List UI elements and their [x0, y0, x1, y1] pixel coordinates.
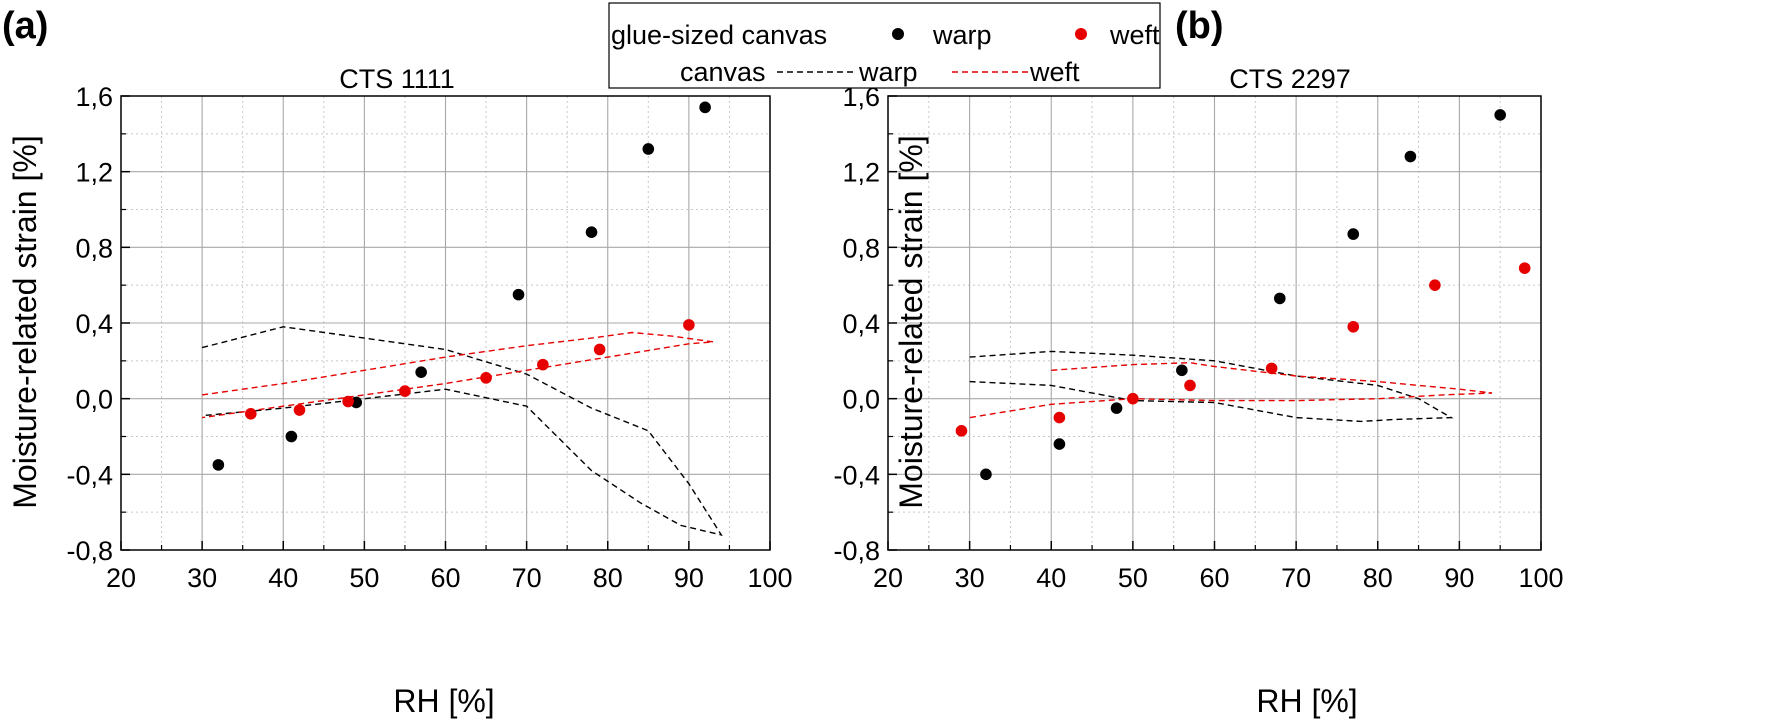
legend-weft-dot [1075, 28, 1087, 40]
panel-b-y-tick-label: 0,0 [842, 385, 880, 415]
panel-b-canvas-warp-line [969, 350, 1454, 423]
panel-b-x-tick-label: 60 [1199, 563, 1229, 593]
panel-b-title: CTS 2297 [1229, 64, 1351, 94]
panel-b-glue-sized-weft-point [1265, 362, 1278, 375]
panel-a-plot-area: 20 30 40 50 60 70 80 90 100 -0,8 -0,4 0,0 0,4 0,8 1,2 1… [66, 82, 792, 593]
panel-a-glue-sized-warp-point [642, 143, 655, 155]
panel-a-x-tick-label: 60 [430, 563, 460, 593]
panel-a-x-tick-label: 30 [187, 563, 217, 593]
panel-b-glue-sized-warp-point [1110, 402, 1123, 414]
panel-b-glue-sized-warp-point [1347, 228, 1360, 240]
panel-b-x-tick-label: 90 [1444, 563, 1474, 593]
panel-a-canvas-weft-line [202, 331, 714, 419]
panel-a-x-axis-title: RH [%] [393, 683, 494, 719]
panel-a-y-tick-label: -0,4 [66, 460, 113, 490]
panel-a-glue-sized-weft-point [480, 372, 492, 384]
panel-a-y-axis-title: Moisture-related strain [%] [7, 135, 43, 508]
panel-a-glue-sized-weft-point [683, 319, 695, 331]
legend-warp-label-2: warp [858, 57, 918, 87]
panel-b-glue-sized-weft-point [1053, 411, 1066, 424]
panel-b-y-tick-label: -0,8 [833, 536, 880, 566]
panel-b-glue-sized-warp-point [1404, 150, 1417, 163]
panel-b-glue-sized-weft-point [1127, 392, 1139, 405]
panel-b-glue-sized-weft-point [1429, 279, 1441, 291]
panel-a-title: CTS 1111 [339, 64, 455, 94]
panel-b-x-tick-label: 70 [1281, 563, 1311, 593]
legend-box [608, 2, 1161, 89]
panel-b-glue-sized-warp-point [980, 468, 992, 481]
panel-b-y-axis-title: Moisture-related strain [%] [893, 135, 929, 508]
panel-b-glue-sized-weft-point [1347, 320, 1360, 333]
panel-a-glue-sized-weft-point [399, 385, 411, 397]
panel-b-canvas-weft-line [969, 361, 1493, 419]
panel-a-x-tick-label: 40 [268, 563, 298, 593]
panel-a-glue-sized-warp-point [699, 101, 711, 114]
panel-b-label: (b) [1175, 5, 1224, 47]
panel-a-y-tick-label: 0,4 [75, 309, 113, 339]
panel-a-x-tick-label: 20 [106, 563, 136, 593]
panel-a-x-tick-label: 90 [674, 563, 704, 593]
panel-a-y-tick-label: 1,2 [75, 158, 113, 188]
panel-b-glue-sized-weft-point [955, 425, 968, 437]
panel-a-glue-sized-weft-point [593, 343, 606, 356]
panel-b-x-tick-label: 80 [1363, 563, 1393, 593]
panel-a-x-tick-label: 100 [747, 563, 792, 593]
legend-canvas-label: canvas [680, 57, 766, 87]
panel-b-x-tick-label: 30 [955, 563, 985, 593]
legend-weft-label-2: weft [1029, 57, 1080, 87]
panel-a: (a) CTS 1111 20 30 40 50 60 70 80 90 100 -0,8 -0,4… [2, 5, 793, 719]
panel-a-glue-sized-weft-point [537, 358, 549, 371]
panel-b-glue-sized-weft-point [1518, 262, 1531, 274]
panel-a-glue-sized-weft-point [245, 408, 257, 420]
panel-b-x-tick-label: 40 [1036, 563, 1066, 593]
panel-a-x-tick-label: 50 [349, 563, 379, 593]
panel-a-y-tick-label: -0,8 [66, 536, 113, 566]
panel-a-glue-sized-weft-point [293, 404, 306, 416]
panel-b-x-axis-title: RH [%] [1256, 683, 1357, 719]
panel-a-glue-sized-weft-point [342, 395, 354, 408]
panel-b-glue-sized-weft-point [1184, 379, 1196, 392]
legend-warp-dot [892, 28, 904, 40]
panel-a-x-tick-label: 80 [593, 563, 623, 593]
panel-a-glue-sized-warp-point [585, 226, 598, 238]
legend-warp-label-1: warp [932, 20, 992, 50]
panel-a-glue-sized-warp-point [512, 288, 525, 301]
panel-b-x-tick-label: 20 [873, 563, 903, 593]
panel-b: (b) CTS 2297 20 30 40 50 60 70 80 90 100 -0,8 -0,4… [833, 5, 1563, 719]
panel-a-y-tick-label: 0,8 [75, 233, 113, 263]
panel-b-y-tick-label: 0,4 [842, 309, 880, 339]
panel-b-x-tick-label: 100 [1518, 563, 1563, 593]
panel-a-y-tick-label: 0,0 [75, 385, 113, 415]
panel-a-glue-sized-warp-point [415, 366, 427, 378]
panel-b-glue-sized-warp-point [1053, 438, 1066, 450]
panel-b-glue-sized-warp-point [1176, 364, 1188, 377]
panel-b-y-tick-label: 0,8 [842, 233, 880, 263]
panel-b-glue-sized-warp-point [1494, 109, 1506, 121]
panel-b-glue-sized-warp-point [1274, 292, 1286, 305]
panel-a-canvas-warp-line [201, 326, 723, 536]
legend: glue-sized canvas warp weft canvas warp … [608, 2, 1161, 89]
panel-b-y-tick-label: 1,2 [842, 158, 880, 188]
panel-a-glue-sized-warp-point [285, 430, 298, 443]
legend-weft-label-1: weft [1109, 20, 1160, 50]
legend-glue-sized-label: glue-sized canvas [611, 20, 827, 50]
panel-a-glue-sized-warp-point [212, 459, 225, 471]
panel-a-x-tick-label: 70 [512, 563, 542, 593]
panel-a-y-tick-label: 1,6 [75, 82, 113, 112]
panel-a-label: (a) [2, 5, 48, 47]
panel-b-y-tick-label: -0,4 [833, 460, 880, 490]
panel-b-x-tick-label: 50 [1118, 563, 1148, 593]
panel-b-plot-area: 20 30 40 50 60 70 80 90 100-0,8-0,40,00,40,81,21… [833, 82, 1563, 593]
